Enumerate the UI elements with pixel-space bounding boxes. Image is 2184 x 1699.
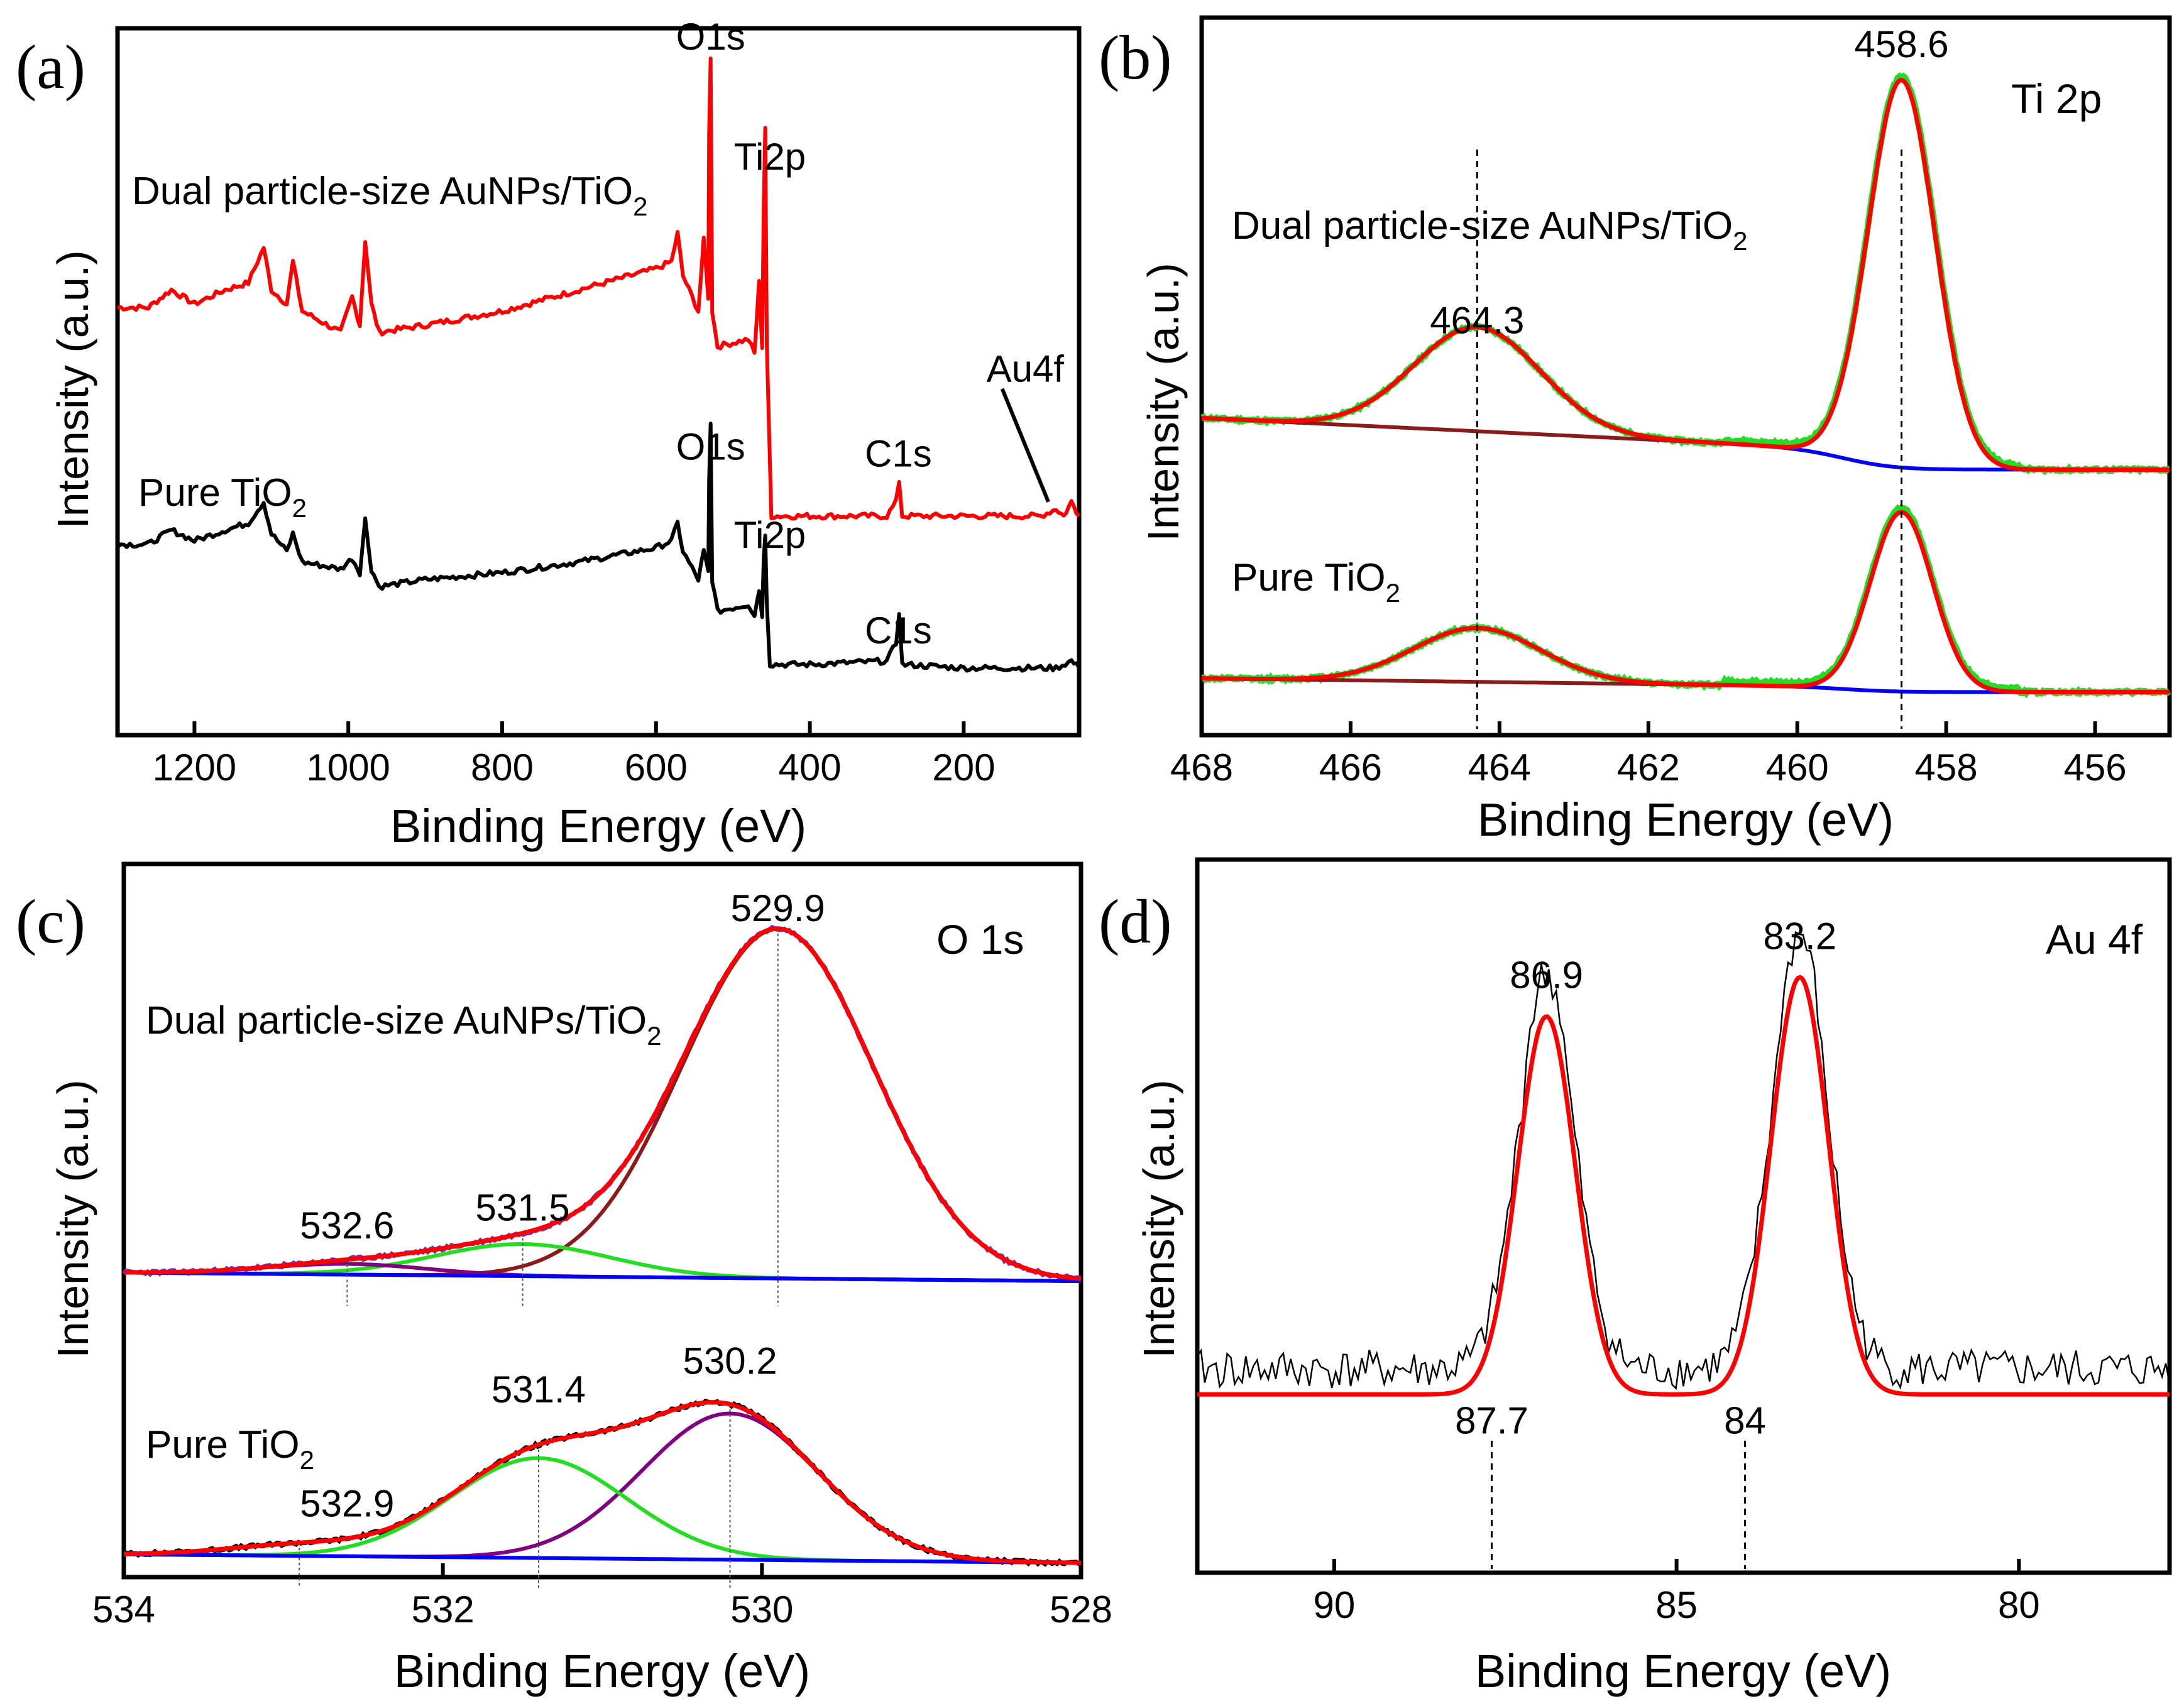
panel-c-frame	[121, 861, 1084, 1580]
panel-d-tick-label: 90	[1314, 1584, 1356, 1626]
panel-c-raw-dual	[122, 924, 1082, 1281]
panel-a-tick-label: 800	[471, 746, 534, 789]
panel-b-tick-label: 466	[1319, 746, 1382, 789]
panel-b-tick-label: 460	[1766, 746, 1829, 789]
panel-a-annotation: O1s	[676, 16, 745, 58]
panel-a-tick-label: 1200	[153, 746, 236, 789]
panel-a-xlabel: Binding Energy (eV)	[390, 800, 806, 852]
panel-c-peak-label: 531.5	[476, 1187, 570, 1229]
panel-a-annotation: C1s	[865, 609, 932, 652]
panel-d-peak-label: 83.2	[1763, 915, 1836, 957]
panel-b-peak-label: 464.3	[1430, 299, 1524, 341]
panel-a-tick-label: 400	[779, 746, 842, 789]
panel-c-peak-label: 529.9	[731, 887, 825, 929]
panel-a-annotation: Ti2p	[734, 514, 806, 556]
panel-a-annotation: O1s	[676, 425, 745, 467]
panel-c-peak-label: 532.9	[300, 1483, 394, 1525]
panel-c-label: (c)	[16, 887, 85, 956]
panel-b-tick-label: 464	[1468, 746, 1531, 789]
panel-b-frame	[1199, 15, 2172, 738]
panel-a-annotation: Ti2p	[734, 136, 806, 178]
panel-d-frame	[1195, 857, 2172, 1575]
panel-b-tick-label: 458	[1915, 746, 1978, 789]
panel-c-baseline-pure	[123, 1552, 1082, 1565]
panel-b-ylabel: Intensity (a.u.)	[1139, 263, 1188, 542]
panel-b-peak-label: 458.6	[1854, 23, 1948, 65]
panel-d-xlabel: Binding Energy (eV)	[1475, 1645, 1891, 1697]
panel-a-tick-label: 1000	[306, 746, 390, 789]
panel-b-tick-label: 456	[2063, 746, 2126, 789]
panel-a-tick-label: 600	[625, 746, 688, 789]
panel-d-label: (d)	[1099, 887, 1172, 956]
panel-d-peak-label: 86.9	[1510, 954, 1583, 997]
panel-c-tick-label: 530	[730, 1588, 793, 1631]
plot-layer: 1200 1000 800 600 400 200 O1s Ti2p C1s Au4f O1s Ti2…	[92, 16, 2171, 1631]
panel-c-title: O 1s	[936, 916, 1024, 963]
panel-b-tick-label: 468	[1170, 746, 1233, 789]
panel-b-series-label-dual: Dual particle-size AuNPs/TiO2	[1232, 204, 1747, 256]
panel-c-fit-pure	[124, 1400, 1081, 1565]
panel-d-title: Au 4f	[2046, 916, 2143, 963]
panel-a-annotation: C1s	[865, 433, 932, 475]
panel-c-tick-label: 534	[92, 1588, 155, 1631]
panel-a-frame	[115, 26, 1082, 738]
panel-b-title: Ti 2p	[2011, 75, 2102, 122]
panel-a-series-pure	[116, 422, 1081, 673]
panel-b-raw-pure	[1201, 504, 2171, 699]
panel-c-component-dual	[124, 927, 1082, 1281]
panel-b-fit-pure	[1201, 510, 2170, 694]
panel-d-ylabel: Intensity (a.u.)	[1134, 1079, 1183, 1358]
panel-c-xlabel: Binding Energy (eV)	[394, 1645, 810, 1697]
panel-c-baseline-dual	[123, 1270, 1082, 1283]
panel-c-ylabel: Intensity (a.u.)	[48, 1079, 97, 1358]
panel-a-annotation: Au4f	[987, 348, 1065, 390]
panel-a-au4f-pointer	[1000, 388, 1050, 503]
panel-c-peak-label: 530.2	[683, 1340, 777, 1382]
panel-d-reference-label: 84	[1724, 1400, 1766, 1442]
panel-b-tick-label: 462	[1617, 746, 1680, 789]
panel-c-tick-label: 532	[412, 1588, 475, 1631]
panel-a-series-label-dual: Dual particle-size AuNPs/TiO2	[132, 170, 647, 221]
panel-c-series-label-dual: Dual particle-size AuNPs/TiO2	[146, 999, 661, 1051]
panel-a-series-dual	[117, 57, 1081, 521]
panel-c-tick-label: 528	[1050, 1588, 1112, 1631]
panel-d-raw	[1196, 931, 2171, 1390]
panel-a-label: (a)	[16, 32, 85, 102]
panel-b-series-label-pure: Pure TiO2	[1232, 556, 1400, 608]
panel-d-fit	[1197, 975, 2170, 1397]
panel-c-series-label-pure: Pure TiO2	[146, 1423, 314, 1475]
panel-b-label: (b)	[1099, 23, 1172, 92]
panel-b-xlabel: Binding Energy (eV)	[1478, 794, 1894, 846]
panel-d-reference-label: 87.7	[1455, 1400, 1528, 1442]
panel-c-peak-label: 532.6	[300, 1205, 394, 1247]
panel-c-peak-label: 531.4	[491, 1368, 586, 1411]
panel-d-tick-label: 85	[1655, 1584, 1698, 1626]
panel-b-fit-dual	[1201, 77, 2170, 472]
panel-d-tick-label: 80	[1998, 1584, 2040, 1626]
panel-a-tick-label: 200	[932, 746, 995, 789]
panel-c-fit-dual	[124, 926, 1082, 1281]
panel-a-ylabel: Intensity (a.u.)	[48, 250, 97, 529]
panel-a-series-label-pure: Pure TiO2	[138, 471, 307, 523]
